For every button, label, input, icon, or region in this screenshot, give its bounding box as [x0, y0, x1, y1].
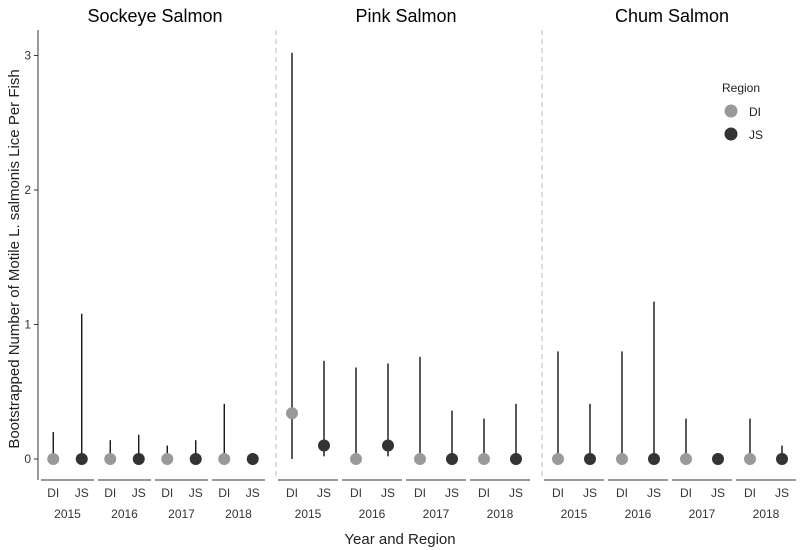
- year-tick-label: 2018: [753, 507, 780, 521]
- data-point-di: [161, 453, 174, 465]
- region-tick-label: DI: [680, 486, 692, 500]
- data-point-js: [510, 453, 522, 465]
- year-tick-label: 2017: [689, 507, 716, 521]
- data-point-di: [414, 453, 426, 465]
- year-tick-label: 2016: [625, 507, 652, 521]
- y-tick-label: 2: [24, 183, 31, 197]
- region-tick-label: JS: [189, 486, 203, 500]
- y-axis: 0 1 2 3: [24, 30, 39, 480]
- legend-swatch-js: [724, 127, 738, 141]
- data-point-js: [776, 453, 788, 465]
- panel-title: Pink Salmon: [355, 6, 456, 26]
- data-point-js: [712, 453, 724, 465]
- region-tick-label: JS: [317, 486, 331, 500]
- region-tick-label: JS: [132, 486, 146, 500]
- legend-title: Region: [722, 81, 760, 95]
- data-point-js: [75, 453, 88, 465]
- data-point-js: [584, 453, 596, 465]
- region-tick-label: DI: [161, 486, 173, 500]
- y-tick-label: 0: [24, 452, 31, 466]
- legend-label: JS: [749, 128, 763, 142]
- region-tick-label: DI: [286, 486, 298, 500]
- legend-label: DI: [749, 105, 761, 119]
- region-tick-label: DI: [47, 486, 59, 500]
- chart-panels: Sockeye Salmon DI JS 2015 DI JS 2016 DI JS 2017 DI…: [41, 6, 796, 521]
- data-point-di: [616, 453, 628, 465]
- year-tick-label: 2017: [168, 507, 195, 521]
- region-tick-label: JS: [711, 486, 725, 500]
- region-tick-label: JS: [75, 486, 89, 500]
- region-tick-label: JS: [381, 486, 395, 500]
- year-tick-label: 2017: [423, 507, 450, 521]
- region-tick-label: DI: [350, 486, 362, 500]
- legend-swatch-di: [724, 104, 738, 118]
- panel-chum-salmon: Chum Salmon DI JS 2015 DI JS 2016 DI JS 2017 DI JS 2…: [544, 6, 796, 521]
- data-point-js: [189, 453, 202, 465]
- region-tick-label: JS: [509, 486, 523, 500]
- data-point-di: [478, 453, 490, 465]
- region-tick-label: DI: [478, 486, 490, 500]
- region-tick-label: JS: [647, 486, 661, 500]
- data-point-di: [350, 453, 362, 465]
- panel-title: Sockeye Salmon: [87, 6, 222, 26]
- data-point-js: [446, 453, 458, 465]
- region-tick-label: DI: [104, 486, 116, 500]
- year-tick-label: 2015: [54, 507, 81, 521]
- y-tick-label: 3: [24, 49, 31, 63]
- region-tick-label: DI: [744, 486, 756, 500]
- data-point-di: [47, 453, 60, 465]
- x-axis-title: Year and Region: [344, 531, 455, 548]
- data-point-di: [552, 453, 564, 465]
- year-tick-label: 2015: [295, 507, 322, 521]
- year-tick-label: 2015: [561, 507, 588, 521]
- year-tick-label: 2018: [487, 507, 514, 521]
- region-tick-label: DI: [218, 486, 230, 500]
- year-tick-label: 2016: [111, 507, 138, 521]
- region-tick-label: JS: [583, 486, 597, 500]
- data-point-js: [318, 439, 330, 452]
- data-point-di: [680, 453, 692, 465]
- y-tick-label: 1: [24, 318, 31, 332]
- region-tick-label: JS: [246, 486, 260, 500]
- region-tick-label: JS: [775, 486, 789, 500]
- data-point-js: [246, 453, 259, 465]
- region-tick-label: DI: [414, 486, 426, 500]
- data-point-js: [132, 453, 145, 465]
- legend: Region DI JS: [722, 81, 763, 142]
- data-point-js: [382, 439, 394, 452]
- panel-title: Chum Salmon: [615, 6, 729, 26]
- year-tick-label: 2016: [359, 507, 386, 521]
- data-point-js: [648, 453, 660, 465]
- data-point-di: [744, 453, 756, 465]
- data-point-di: [218, 453, 231, 465]
- y-axis-title: Bootstrapped Number of Motile L. salmoni…: [6, 69, 23, 448]
- region-tick-label: DI: [552, 486, 564, 500]
- region-tick-label: DI: [616, 486, 628, 500]
- panel-pink-salmon: Pink Salmon DI JS 2015 DI JS 2016 DI JS 2017 DI JS 2…: [278, 6, 530, 521]
- data-point-di: [286, 407, 298, 420]
- panel-sockeye-salmon: Sockeye Salmon DI JS 2015 DI JS 2016 DI JS 2017 DI…: [41, 6, 265, 521]
- year-tick-label: 2018: [225, 507, 252, 521]
- data-point-di: [104, 453, 117, 465]
- region-tick-label: JS: [445, 486, 459, 500]
